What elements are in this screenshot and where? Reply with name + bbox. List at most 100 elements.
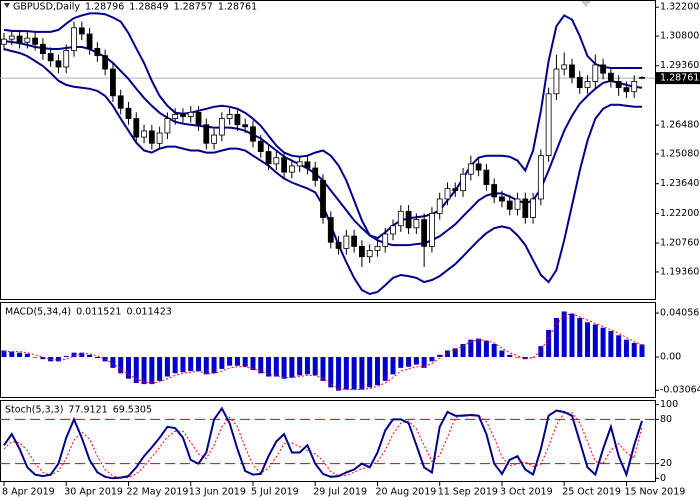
y-tick-label: 1.26480 — [660, 120, 699, 131]
macd-bar — [118, 357, 124, 374]
stoch-panel-frame — [0, 400, 656, 482]
macd-bar — [79, 352, 85, 358]
macd-bar — [359, 357, 365, 390]
x-tick-label: 13 Jun 2019 — [189, 487, 246, 498]
candle-body — [639, 76, 645, 79]
candle-body — [203, 124, 210, 144]
header-text: MACD(5,34,4) — [5, 307, 71, 318]
candle-body — [436, 198, 443, 214]
candle-body — [600, 64, 606, 74]
candle-body — [250, 126, 256, 142]
candle-body — [460, 173, 466, 192]
candle-body — [475, 163, 482, 171]
candle-body — [218, 118, 225, 136]
candle-body — [631, 81, 638, 93]
macd-bar — [483, 340, 489, 358]
x-tick-label: 25 Oct 2019 — [562, 487, 621, 498]
y-tick-label: 1.29360 — [660, 60, 699, 71]
macd-bar — [452, 348, 458, 358]
header-text: 1.28796 — [85, 2, 124, 13]
macd-bar — [211, 357, 217, 374]
macd-bar — [522, 357, 528, 360]
macd-bar — [289, 357, 295, 378]
candle-body — [78, 27, 85, 35]
candle-body — [281, 157, 287, 173]
macd-bar — [328, 357, 334, 388]
macd-bar — [608, 330, 614, 358]
candle-body — [1, 38, 7, 45]
candle-body — [172, 114, 179, 119]
header-text: 1.28761 — [218, 2, 257, 13]
macd-bar — [600, 327, 606, 358]
macd-bar — [141, 357, 147, 385]
macd-bar — [343, 357, 349, 390]
x-tick-label: 30 Apr 2019 — [64, 487, 123, 498]
candle-body — [234, 114, 241, 126]
macd-bar — [515, 357, 521, 358]
macd-bar — [172, 357, 178, 374]
last-price-tag — [656, 72, 700, 85]
candle-body — [452, 188, 459, 192]
header-text: 1.28849 — [129, 2, 168, 13]
candle-body — [390, 225, 396, 235]
macd-bar — [390, 357, 396, 375]
macd-bar — [227, 357, 233, 366]
candle-body — [569, 64, 575, 78]
candle-body — [304, 161, 311, 169]
macd-bar — [546, 329, 552, 358]
macd-bar — [476, 338, 482, 358]
candle-body — [296, 161, 303, 167]
candle-body — [335, 241, 342, 249]
macd-bar — [133, 357, 139, 384]
price-panel-frame — [0, 0, 656, 300]
candle-body — [343, 235, 350, 249]
macd-bar — [266, 357, 272, 377]
candle-body — [164, 118, 171, 134]
macd-bar — [9, 351, 15, 358]
macd-bar — [468, 339, 474, 358]
macd-bar — [507, 354, 513, 358]
candle-body — [133, 118, 140, 138]
candle-body — [320, 179, 326, 218]
candle-body — [514, 198, 521, 210]
macd-bar — [623, 339, 629, 358]
macd-bar — [87, 354, 93, 358]
macd-bar — [444, 350, 450, 358]
macd-bar — [437, 354, 443, 358]
candle-body — [8, 35, 15, 40]
candle-body — [187, 111, 194, 117]
macd-bar — [320, 357, 326, 381]
macd-bar — [55, 357, 61, 362]
candle-body — [530, 198, 536, 218]
macd-bar — [1, 350, 7, 358]
candle-body — [623, 87, 630, 93]
y-tick-label: 1.32200 — [660, 2, 699, 13]
bollinger-band — [3, 12, 642, 240]
candle-body — [242, 124, 249, 128]
candle-body — [429, 212, 435, 247]
macd-bar — [281, 357, 287, 379]
header-text: 69.5305 — [113, 405, 152, 416]
y-tick-label: 100 — [660, 399, 678, 410]
macd-bar — [40, 357, 46, 360]
y-tick-label: 1.23640 — [660, 178, 699, 189]
macd-bar — [538, 346, 544, 358]
y-tick-label: 1.22200 — [660, 208, 699, 219]
candle-body — [506, 200, 513, 210]
candle-body — [584, 81, 591, 89]
candle-body — [47, 53, 54, 62]
candle-body — [382, 233, 389, 247]
candle-body — [16, 35, 23, 43]
x-tick-label: 3 Oct 2019 — [500, 487, 553, 498]
candle-body — [273, 157, 280, 165]
y-tick-label: 20 — [660, 458, 672, 469]
y-tick-label: 1.19360 — [660, 266, 699, 277]
candle-body — [156, 132, 163, 144]
macd-bar — [413, 357, 419, 365]
candle-body — [211, 134, 217, 144]
macd-bar — [304, 357, 310, 375]
candle-body — [374, 245, 381, 251]
y-tick-label: 1.30800 — [660, 31, 699, 42]
